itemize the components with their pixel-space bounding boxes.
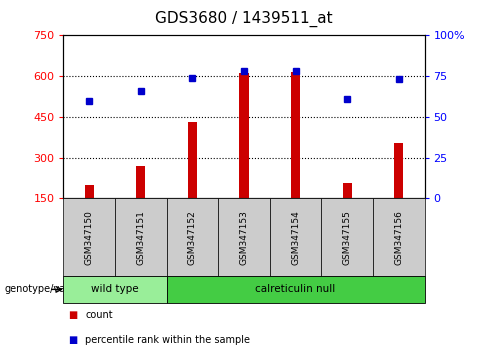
Bar — [136, 166, 145, 198]
Text: ■: ■ — [68, 310, 78, 320]
Bar — [188, 122, 197, 198]
Text: GSM347153: GSM347153 — [240, 210, 248, 265]
Text: GSM347155: GSM347155 — [343, 210, 352, 265]
Bar — [291, 72, 300, 198]
Text: GDS3680 / 1439511_at: GDS3680 / 1439511_at — [155, 11, 333, 27]
Text: count: count — [85, 310, 113, 320]
Text: wild type: wild type — [91, 284, 139, 295]
Text: percentile rank within the sample: percentile rank within the sample — [85, 335, 250, 344]
Text: genotype/variation: genotype/variation — [5, 284, 98, 295]
Bar — [394, 143, 404, 198]
Bar — [239, 73, 249, 198]
Text: ■: ■ — [68, 335, 78, 344]
Text: GSM347152: GSM347152 — [188, 210, 197, 264]
Text: GSM347154: GSM347154 — [291, 210, 300, 264]
Bar — [343, 183, 352, 198]
Text: GSM347151: GSM347151 — [136, 210, 145, 265]
Text: GSM347150: GSM347150 — [85, 210, 94, 265]
Text: calreticulin null: calreticulin null — [255, 284, 336, 295]
Text: GSM347156: GSM347156 — [394, 210, 403, 265]
Bar — [84, 185, 94, 198]
